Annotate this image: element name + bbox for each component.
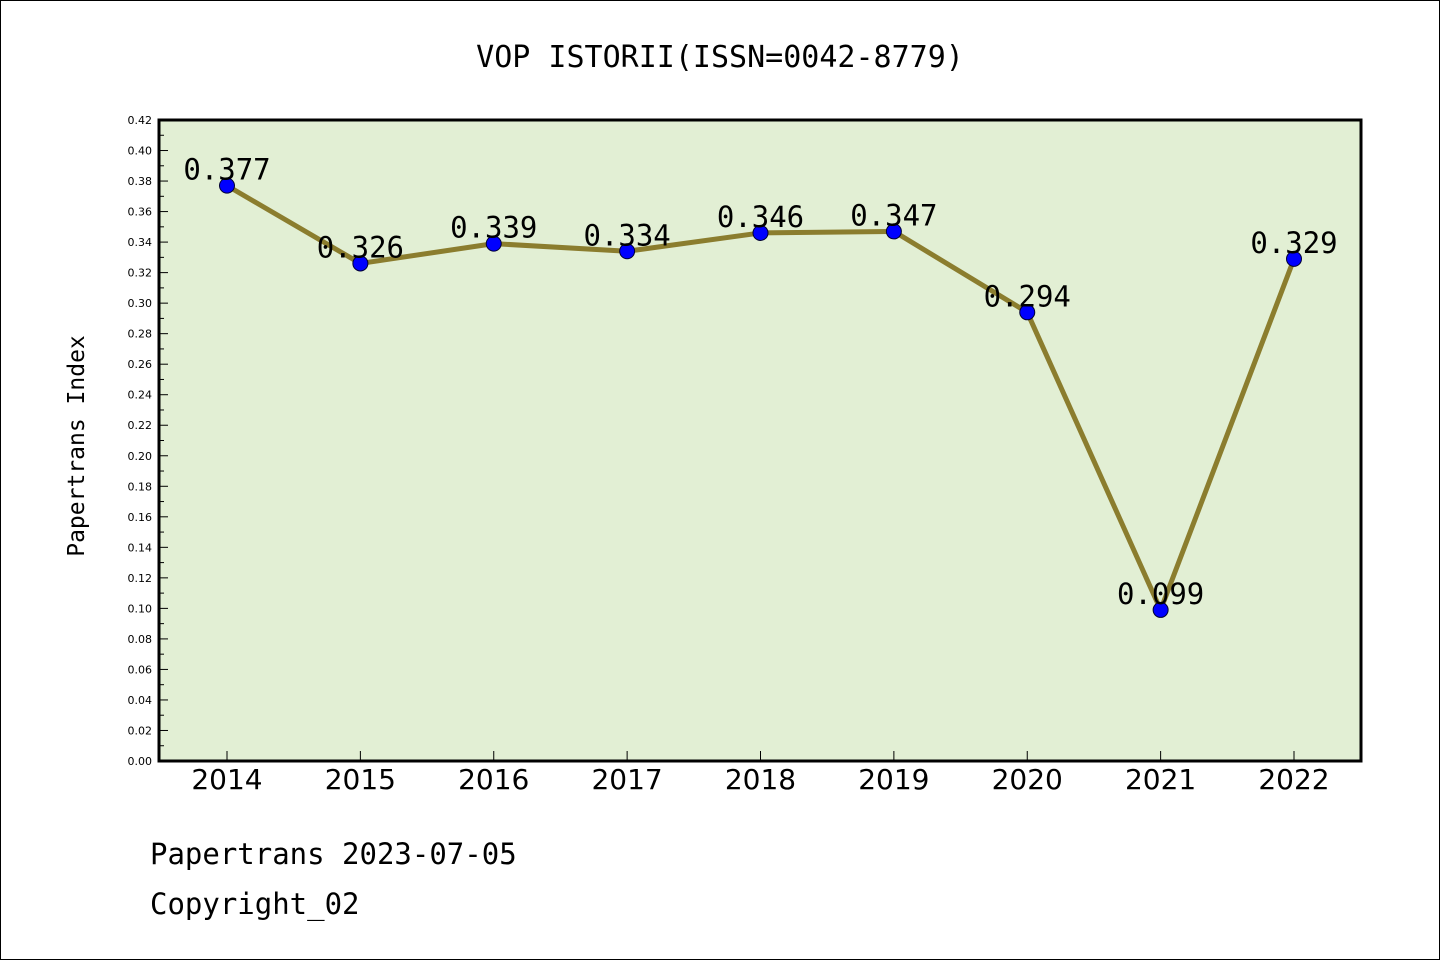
y-tick-label: 0.40	[128, 145, 153, 158]
y-tick-label: 0.00	[128, 755, 153, 768]
x-tick-label: 2015	[325, 763, 396, 796]
y-tick-label: 0.30	[128, 297, 153, 310]
y-tick-label: 0.20	[128, 450, 153, 463]
y-tick-label: 0.18	[128, 480, 153, 493]
data-label: 0.334	[583, 218, 670, 252]
data-label: 0.326	[317, 230, 404, 264]
x-tick-label: 2017	[591, 763, 662, 796]
x-tick-label: 2022	[1258, 763, 1329, 796]
y-tick-label: 0.34	[128, 236, 153, 249]
data-label: 0.329	[1250, 226, 1337, 260]
y-tick-label: 0.16	[128, 511, 153, 524]
y-tick-label: 0.10	[128, 602, 153, 615]
y-tick-label: 0.26	[128, 358, 153, 371]
data-label: 0.294	[984, 279, 1071, 313]
y-tick-label: 0.08	[128, 633, 153, 646]
y-tick-label: 0.32	[128, 267, 153, 280]
y-tick-label: 0.38	[128, 175, 153, 188]
footer-copyright-line: Copyright_02	[150, 887, 360, 922]
x-tick-label: 2019	[858, 763, 929, 796]
y-tick-label: 0.42	[128, 114, 153, 127]
data-label: 0.347	[850, 198, 937, 232]
labels-layer: 0.377 0.326 0.339 0.334 0.346 0.347 0.294 0.099…	[183, 153, 1337, 611]
x-tick-label: 2020	[992, 763, 1063, 796]
footer-date-line: Papertrans 2023-07-05	[150, 837, 517, 871]
y-tick-label: 0.04	[128, 694, 153, 707]
data-label: 0.099	[1117, 577, 1204, 611]
x-tick-label: 2021	[1125, 763, 1196, 796]
data-point	[752, 224, 769, 241]
data-point	[219, 177, 235, 194]
data-point	[1152, 601, 1169, 618]
data-label: 0.377	[183, 153, 270, 187]
y-tick-label: 0.14	[128, 541, 153, 554]
y-axis-label: Papertrans Index	[64, 335, 90, 557]
x-tick-label: 2018	[725, 763, 796, 796]
y-tick-label: 0.02	[128, 724, 153, 737]
y-tick-label: 0.24	[128, 389, 153, 402]
data-label: 0.339	[450, 211, 537, 245]
data-point	[1286, 250, 1302, 267]
y-tick-label: 0.12	[128, 572, 153, 585]
chart-title: VOP ISTORII(ISSN=0042-8779)	[476, 40, 964, 75]
y-tick-label: 0.22	[128, 419, 153, 432]
y-tick-label: 0.28	[128, 328, 153, 341]
y-tick-label: 0.06	[128, 663, 153, 676]
data-point	[885, 223, 902, 240]
plot-border	[157, 118, 1363, 763]
data-point	[352, 255, 369, 272]
data-point	[619, 243, 636, 260]
data-point	[1019, 304, 1036, 321]
ticks-layer: 0.00 0.02 0.04 0.06 0.08 0.10 0.12 0.14 0.16 0.18…	[128, 114, 1330, 796]
data-label: 0.346	[717, 200, 804, 234]
x-tick-label: 2016	[458, 763, 529, 796]
y-tick-label: 0.36	[128, 206, 153, 219]
series-layer	[219, 177, 1302, 618]
x-tick-label: 2014	[191, 763, 262, 796]
data-point	[485, 235, 502, 252]
